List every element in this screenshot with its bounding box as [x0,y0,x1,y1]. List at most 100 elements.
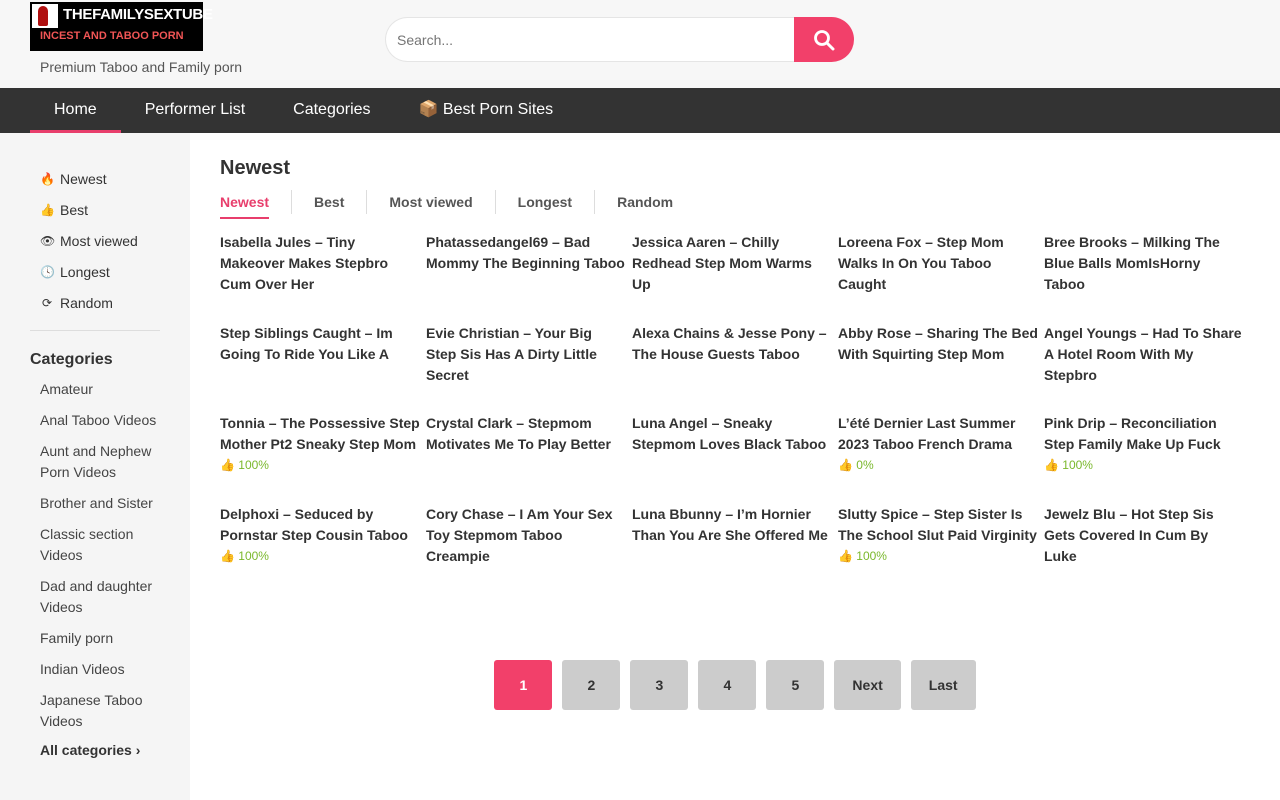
page-1[interactable]: 1 [494,660,553,710]
video-title[interactable]: Angel Youngs – Had To Share A Hotel Room… [1044,324,1242,383]
video-rating: 👍 100% [220,549,426,563]
sidebar-filter-most-viewed[interactable]: 👁 Most viewed [30,225,160,256]
pagination: 1 2 3 4 5 Next Last [220,660,1250,710]
video-title[interactable]: Luna Bbunny – I’m Hornier Than You Are S… [632,505,828,543]
video-title[interactable]: Jewelz Blu – Hot Step Sis Gets Covered I… [1044,505,1214,564]
page-2[interactable]: 2 [562,660,621,710]
eye-icon: 👁 [40,233,56,248]
video-card[interactable]: Slutty Spice – Step Sister Is The School… [838,504,1044,595]
filter-label: Most viewed [60,232,138,249]
video-title[interactable]: Jessica Aaren – Chilly Redhead Step Mom … [632,234,812,292]
tab-random[interactable]: Random [594,190,695,214]
sidebar-filter-random[interactable]: ⟳ Random [30,287,160,318]
rating-value: 0% [856,458,874,472]
rating-value: 100% [238,458,269,472]
video-card[interactable]: Jewelz Blu – Hot Step Sis Gets Covered I… [1044,504,1250,595]
refresh-icon: ⟳ [41,295,53,310]
video-title[interactable]: Pink Drip – Reconciliation Step Family M… [1044,415,1221,452]
tab-best[interactable]: Best [291,190,366,214]
page-3[interactable]: 3 [630,660,689,710]
video-card[interactable]: Evie Christian – Your Big Step Sis Has A… [426,323,632,414]
thumbs-up-icon: 👍 [220,458,239,472]
main-nav: Home Performer List Categories 📦 Best Po… [0,88,1280,133]
video-title[interactable]: Bree Brooks – Milking The Blue Balls Mom… [1044,234,1220,292]
video-card[interactable]: Abby Rose – Sharing The Bed With Squirti… [838,323,1044,414]
video-title[interactable]: Alexa Chains & Jesse Pony – The House Gu… [632,324,827,362]
video-title[interactable]: Slutty Spice – Step Sister Is The School… [838,505,1037,543]
video-title[interactable]: Luna Angel – Sneaky Stepmom Loves Black … [632,415,827,452]
video-title[interactable]: Isabella Jules – Tiny Makeover Makes Ste… [220,234,389,292]
video-card[interactable]: Tonnia – The Possessive Step Mother Pt2 … [220,413,426,504]
site-logo[interactable]: THEFAMILYSEXTUBE INCEST AND TABOO PORN [30,2,213,51]
category-link[interactable]: Brother and Sister [40,495,153,511]
nav-categories[interactable]: Categories [293,101,371,118]
video-title[interactable]: Tonnia – The Possessive Step Mother Pt2 … [220,415,420,452]
tab-longest[interactable]: Longest [494,190,594,214]
category-link[interactable]: Anal Taboo Videos [40,412,157,428]
tab-newest[interactable]: Newest [220,190,291,219]
video-title[interactable]: Abby Rose – Sharing The Bed With Squirti… [838,324,1038,362]
video-card[interactable]: Delphoxi – Seduced by Pornstar Step Cous… [220,504,426,595]
video-card[interactable]: Jessica Aaren – Chilly Redhead Step Mom … [632,232,838,323]
video-card[interactable]: L’été Dernier Last Summer 2023 Taboo Fre… [838,413,1044,504]
all-categories-link[interactable]: All categories › [40,742,141,758]
video-card[interactable]: Step Siblings Caught – Im Going To Ride … [220,323,426,414]
video-title[interactable]: Loreena Fox – Step Mom Walks In On You T… [838,234,1004,292]
video-title[interactable]: Step Siblings Caught – Im Going To Ride … [220,324,393,362]
video-title[interactable]: Evie Christian – Your Big Step Sis Has A… [426,324,597,383]
sidebar-filter-newest[interactable]: 🔥 Newest [30,163,160,194]
search-button[interactable] [794,17,854,62]
rating-value: 100% [856,548,887,563]
category-link[interactable]: Indian Videos [40,661,125,677]
search-icon [814,29,835,50]
video-card[interactable]: Luna Angel – Sneaky Stepmom Loves Black … [632,413,838,504]
page-4[interactable]: 4 [698,660,757,710]
rating-value: 100% [1062,458,1093,472]
category-link[interactable]: Japanese Taboo Videos [40,692,143,729]
video-card[interactable]: Pink Drip – Reconciliation Step Family M… [1044,413,1250,504]
search-form [385,17,854,62]
video-card[interactable]: Angel Youngs – Had To Share A Hotel Room… [1044,323,1250,414]
video-card[interactable]: Alexa Chains & Jesse Pony – The House Gu… [632,323,838,414]
category-link[interactable]: Classic section Videos [40,526,134,563]
page-5[interactable]: 5 [766,660,825,710]
filter-label: Best [60,201,89,218]
video-title[interactable]: Cory Chase – I Am Your Sex Toy Stepmom T… [426,505,613,564]
search-input[interactable] [385,17,794,62]
sort-tabs: Newest Best Most viewed Longest Random [220,190,1250,219]
fire-icon: 🔥 [40,171,55,186]
video-card[interactable]: Luna Bbunny – I’m Hornier Than You Are S… [632,504,838,595]
clock-icon: 🕓 [40,264,55,279]
divider [30,330,160,331]
tab-most-viewed[interactable]: Most viewed [366,190,494,214]
nav-best-porn-sites[interactable]: 📦 Best Porn Sites [418,101,554,118]
category-link[interactable]: Aunt and Nephew Porn Videos [40,443,152,480]
video-card[interactable]: Bree Brooks – Milking The Blue Balls Mom… [1044,232,1250,323]
video-card[interactable]: Phatassedangel69 – Bad Mommy The Beginni… [426,232,632,323]
video-title[interactable]: Delphoxi – Seduced by Pornstar Step Cous… [220,505,408,543]
rating-value: 100% [238,548,269,563]
page-next[interactable]: Next [834,660,901,710]
logo-figure-icon [32,4,58,28]
video-card[interactable]: Isabella Jules – Tiny Makeover Makes Ste… [220,232,426,323]
video-card[interactable]: Crystal Clark – Stepmom Motivates Me To … [426,413,632,504]
video-card[interactable]: Loreena Fox – Step Mom Walks In On You T… [838,232,1044,323]
video-title[interactable]: Crystal Clark – Stepmom Motivates Me To … [426,415,611,452]
category-link[interactable]: Amateur [40,381,93,397]
sidebar-filter-best[interactable]: 👍 Best [30,194,160,225]
nav-home[interactable]: Home [30,88,121,133]
video-title[interactable]: Phatassedangel69 – Bad Mommy The Beginni… [426,234,625,271]
logo-line2: INCEST AND TABOO PORN [40,30,184,42]
video-title[interactable]: L’été Dernier Last Summer 2023 Taboo Fre… [838,415,1016,452]
page-last[interactable]: Last [910,660,976,710]
nav-performer-list[interactable]: Performer List [144,101,246,118]
category-link[interactable]: Dad and daughter Videos [40,578,153,615]
chevron-right-icon: › [135,742,141,758]
sidebar-filter-longest[interactable]: 🕓 Longest [30,256,160,287]
filter-label: Newest [60,170,107,187]
video-rating: 👍 0% [838,458,1044,472]
category-link[interactable]: Family porn [40,630,114,646]
thumbs-up-icon: 👍 [40,202,55,217]
video-card[interactable]: Cory Chase – I Am Your Sex Toy Stepmom T… [426,504,632,595]
sidebar: 🔥 Newest 👍 Best 👁 Most viewed 🕓 Longest ⟳ Random … [0,133,190,800]
